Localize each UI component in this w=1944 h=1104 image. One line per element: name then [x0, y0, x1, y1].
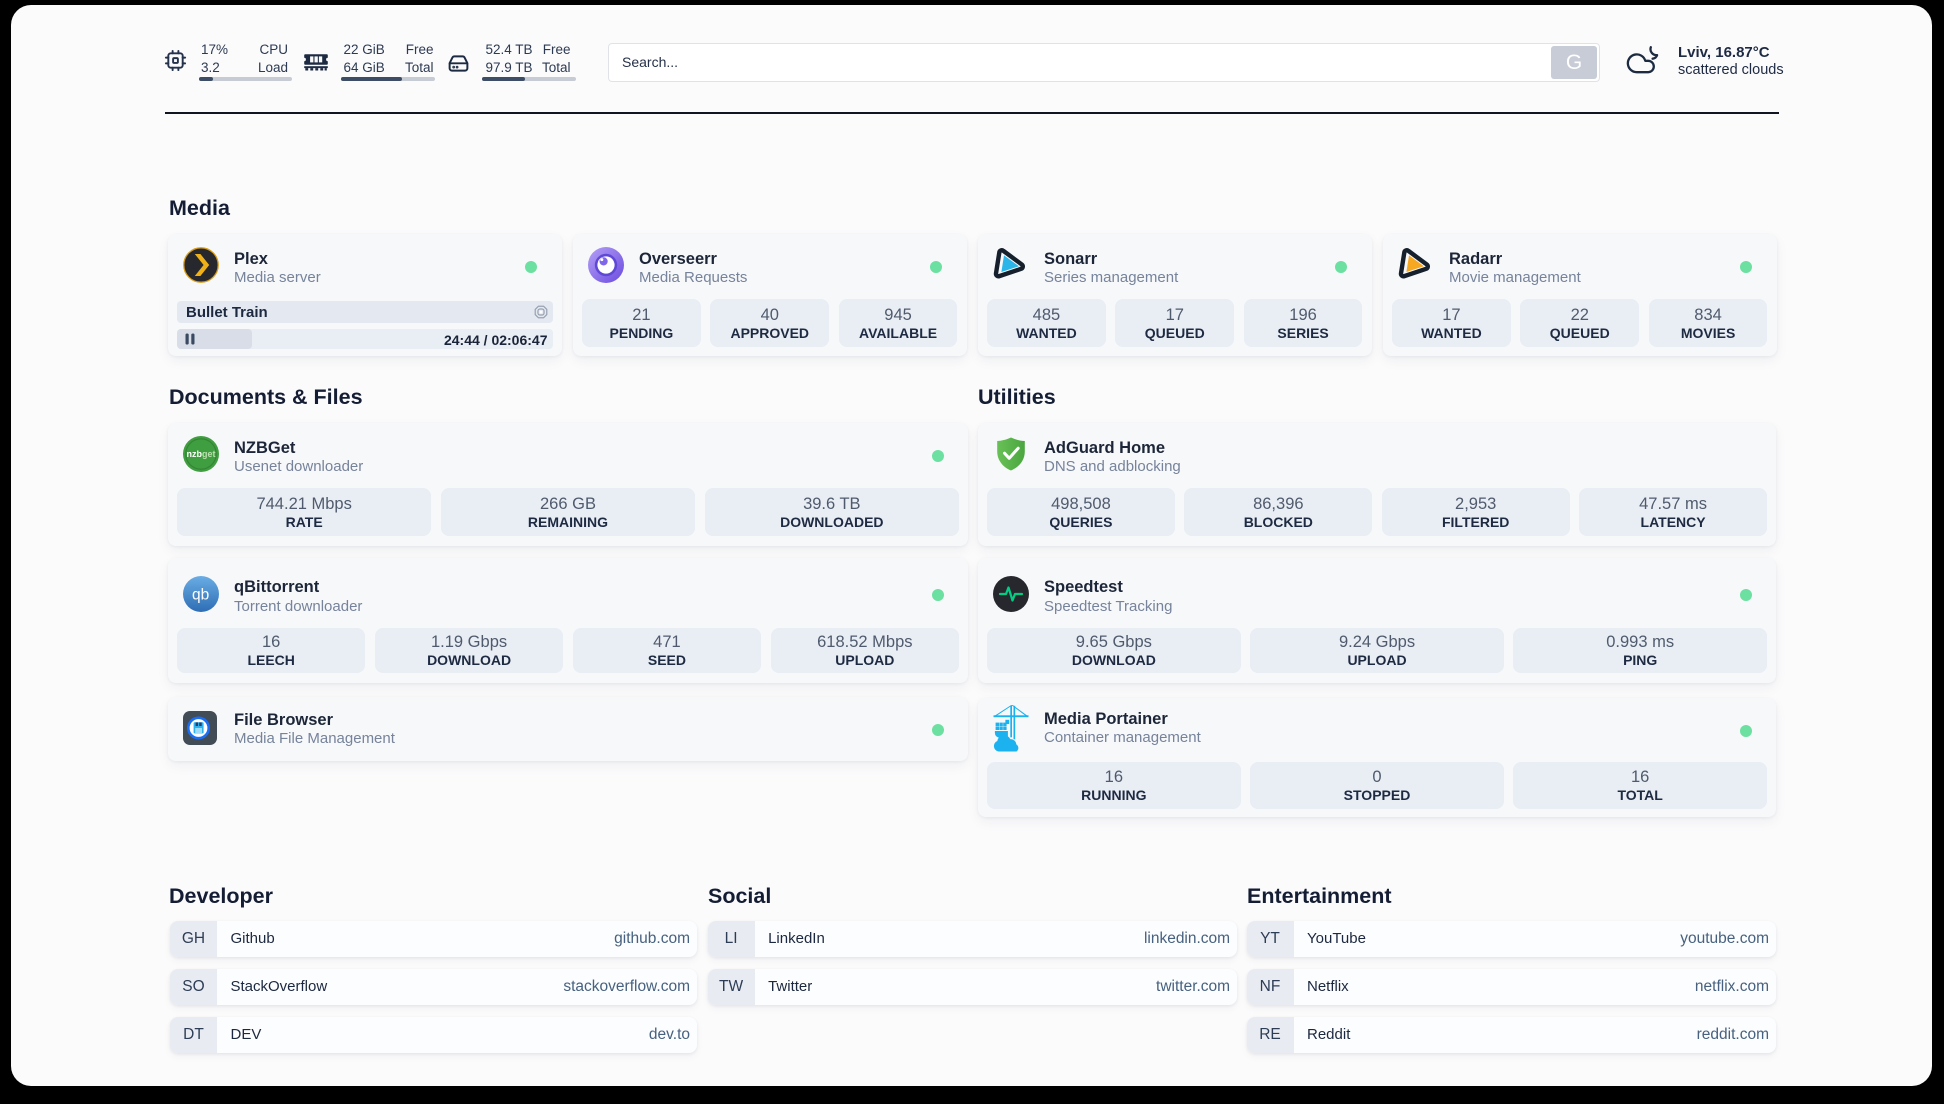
svg-text:nzbget: nzbget	[187, 449, 216, 459]
svg-text:qb: qb	[192, 586, 209, 603]
